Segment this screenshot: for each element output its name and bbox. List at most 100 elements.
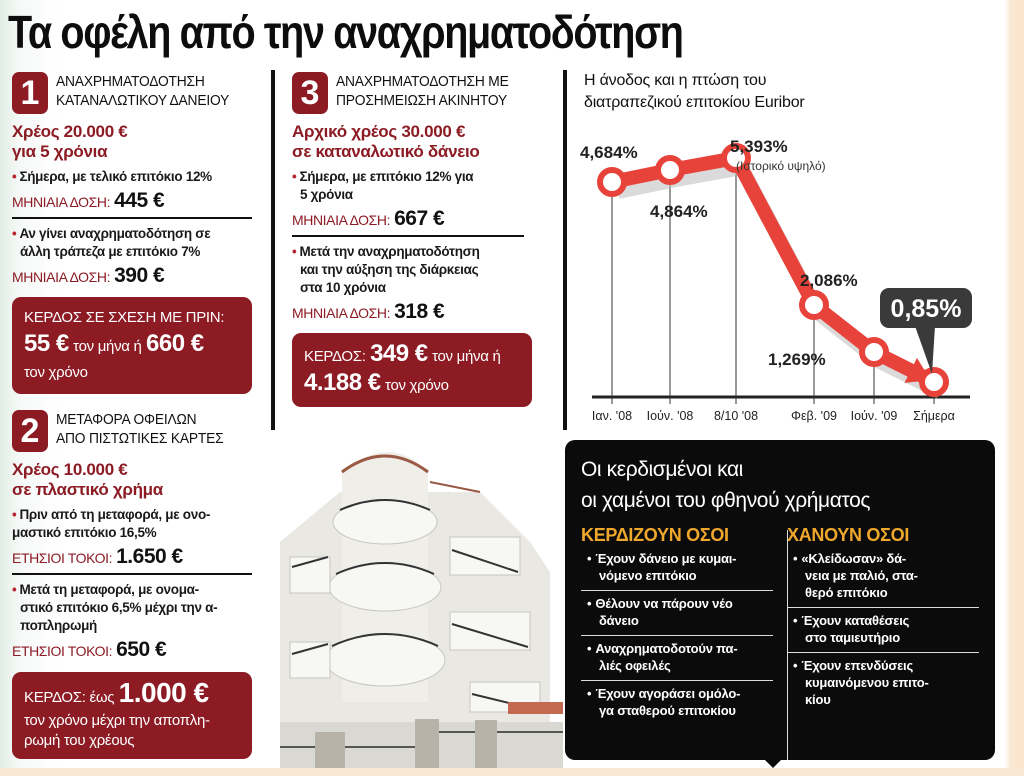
list-item-text: γα σταθερού επιτοκίου — [599, 703, 736, 718]
list-item-text: • Έχουν δάνειο με κυμαι- — [587, 550, 773, 567]
bullet-text: άλλη τράπεζα με επιτόκιο 7% — [20, 244, 201, 259]
gain-box: ΚΕΡΔΟΣ ΣΕ ΣΧΕΣΗ ΜΕ ΠΡΙΝ: 55 € τον μήνα ή… — [12, 297, 252, 394]
rate-value: 650 € — [116, 638, 167, 661]
euribor-line-chart: 4,684% 4,864% 5,393% 2,086% 1,269% Ιαν. '08 Ι… — [580, 137, 972, 423]
x-axis-label: Ιούν. '08 — [647, 409, 694, 423]
debt-amount: Χρέος 10.000 € — [12, 460, 128, 479]
gain-label: ΚΕΡΔΟΣ: — [304, 348, 366, 365]
gain-value: 1.000 € — [118, 677, 209, 708]
winners-losers-box: Οι κερδισμένοι και οι χαμένοι του φθηνού… — [565, 440, 995, 768]
section-title-line1: ΑΝΑΧΡΗΜΑΤΟΔΟΤΗΣΗ — [56, 73, 205, 90]
bullet-icon: • — [292, 244, 297, 259]
list-item-text: • Έχουν καταθέσεις — [793, 612, 979, 629]
list-item-line: «Κλείδωσαν» δά- — [801, 551, 907, 566]
bullet-icon: • — [587, 686, 592, 701]
gain-box: ΚΕΡΔΟΣ: 349 € τον μήνα ή 4.188 € τον χρό… — [292, 333, 532, 407]
data-point-marker — [859, 337, 889, 367]
data-point-label: 4,864% — [650, 202, 708, 221]
section-number-badge: 1 — [12, 72, 48, 114]
bullet-text: στικό επιτόκιο 6,5% μέχρι την α- — [20, 600, 218, 615]
gain-mid-text: τον μήνα ή — [432, 348, 501, 365]
gain-text-line3: ρωμή του χρέους — [24, 732, 135, 749]
column-divider-1 — [271, 70, 275, 430]
bullet-text: ποπληρωμή — [20, 618, 97, 633]
list-item-line: Έχουν επενδύσεις — [801, 658, 914, 673]
list-item: • Έχουν αγοράσει ομόλο-γα σταθερού επιτοκ… — [581, 680, 773, 725]
gain-label: ΚΕΡΔΟΣ ΣΕ ΣΧΕΣΗ ΜΕ ΠΡΙΝ: — [24, 309, 225, 326]
debt-amount: Αρχικό χρέος 30.000 € — [292, 122, 466, 141]
section-title-line2: ΑΠΟ ΠΙΣΤΩΤΙΚΕΣ ΚΑΡΤΕΣ — [56, 430, 224, 447]
data-point-marker — [655, 155, 685, 185]
x-axis-label: 8/10 '08 — [714, 409, 758, 423]
section-number-badge: 2 — [12, 410, 48, 452]
gain-monthly-value: 55 € — [24, 330, 69, 357]
bullet-icon: • — [587, 551, 592, 566]
chart-title: Η άνοδος και η πτώση του διατραπεζικού ε… — [570, 70, 990, 114]
bullet-text: Μετά την αναχρηματοδότηση — [299, 244, 480, 259]
list-item: • Αναχρηματοδοτούν πα-λιές οφειλές — [581, 635, 773, 680]
column-divider-2 — [563, 70, 567, 430]
bullet-icon: • — [12, 582, 17, 597]
list-item-text: νόμενο επιτόκιο — [599, 568, 697, 583]
list-item-line: Έχουν δάνειο με κυμαι- — [595, 551, 737, 566]
rate-label: ΜΗΝΙΑΙΑ ΔΟΣΗ: — [292, 212, 391, 228]
section-1-consumer-loan: 1 ΑΝΑΧΡΗΜΑΤΟΔΟΤΗΣΗ ΚΑΤΑΝΑΛΩΤΙΚΟΥ ΔΑΝΕΙΟΥ… — [12, 72, 252, 394]
bullet-text: Σήμερα, με επιτόκιο 12% για — [299, 169, 474, 184]
building-icon — [280, 432, 563, 776]
list-item-line: Θέλουν να πάρουν νέο — [595, 596, 733, 611]
rate-value: 1.650 € — [116, 545, 183, 568]
rate-label: ΜΗΝΙΑΙΑ ΔΟΣΗ: — [12, 269, 111, 285]
page-title: Τα οφέλη από την αναχρηματοδότηση — [8, 6, 684, 58]
rate-value: 318 € — [394, 300, 445, 323]
winners-column: ΚΕΡΔΙΖΟΥΝ ΟΣΟΙ • Έχουν δάνειο με κυμαι-νό… — [581, 524, 773, 725]
list-item-text: κίου — [805, 692, 831, 707]
bullet-icon: • — [12, 226, 17, 241]
bullet-text: Αν γίνει αναχρηματοδότηση σε — [19, 226, 211, 241]
list-item-text: νεια με παλιό, στα- — [805, 568, 918, 583]
list-item-line: Έχουν αγοράσει ομόλο- — [595, 686, 741, 701]
box-notch — [765, 760, 781, 768]
bullet-icon: • — [12, 169, 17, 184]
divider — [12, 573, 252, 575]
x-axis-label: Φεβ. '09 — [791, 409, 837, 423]
historic-high-note: (Ιστορικό υψηλό) — [736, 159, 826, 173]
bullet-text: Μετά τη μεταφορά, με ονομα- — [19, 582, 199, 597]
list-item-text: • Έχουν επενδύσεις — [793, 657, 979, 674]
list-item: • Έχουν δάνειο με κυμαι-νόμενο επιτόκιο — [581, 546, 773, 590]
data-point-marker — [721, 143, 751, 173]
data-point-marker — [597, 167, 627, 197]
section-3-mortgage-refinancing: 3 ΑΝΑΧΡΗΜΑΤΟΔΟΤΗΣΗ ΜΕ ΠΡΟΣΗΜΕΙΩΣΗ ΑΚΙΝΗΤ… — [292, 72, 532, 407]
list-item-text: δάνειο — [599, 613, 639, 628]
rate-label: ΕΤΗΣΙΟΙ ΤΟΚΟΙ: — [12, 643, 113, 659]
list-item: • Έχουν καταθέσεις στο ταμιευτήριο — [787, 607, 979, 652]
gain-text-line2: τον χρόνο μέχρι την αποπλη- — [24, 712, 210, 729]
list-item-text: θερό επιτόκιο — [805, 585, 888, 600]
bullet-icon: • — [12, 507, 17, 522]
losers-heading: ΧΑΝΟΥΝ ΟΣΟΙ — [787, 525, 910, 545]
apartment-building-photo — [280, 432, 563, 776]
x-axis-label: Σήμερα — [913, 409, 955, 423]
bullet-icon: • — [292, 169, 297, 184]
page-bottom-band — [0, 768, 1024, 776]
data-point-label: 4,684% — [580, 143, 638, 162]
rate-label: ΜΗΝΙΑΙΑ ΔΟΣΗ: — [292, 305, 391, 321]
gain-yearly-value: 4.188 € — [304, 369, 381, 396]
column-divider — [787, 530, 788, 760]
gain-mid-text: τον μήνα ή — [73, 338, 142, 355]
bullet-icon: • — [587, 641, 592, 656]
list-item-text: • Έχουν αγοράσει ομόλο- — [587, 685, 773, 702]
bullet-icon: • — [793, 613, 798, 628]
divider — [12, 217, 252, 219]
gain-label: ΚΕΡΔΟΣ: έως — [24, 689, 115, 706]
gain-yearly-value: 660 € — [146, 330, 204, 357]
list-item: • Έχουν επενδύσεις κυμαινόμενου επιτο-κίου — [787, 652, 979, 714]
list-item-line: Αναχρηματοδοτούν πα- — [595, 641, 738, 656]
list-item-text: κυμαινόμενου επιτο- — [805, 675, 929, 690]
data-point-label: 2,086% — [800, 271, 858, 290]
list-item: • «Κλείδωσαν» δά-νεια με παλιό, στα-θερό … — [787, 546, 979, 607]
debt-duration: για 5 χρόνια — [12, 142, 108, 161]
list-item-text: στο ταμιευτήριο — [805, 630, 900, 645]
rate-value: 390 € — [114, 264, 165, 287]
bullet-text: Πριν από τη μεταφορά, με ονο- — [19, 507, 211, 522]
list-item-text: λιές οφειλές — [599, 658, 671, 673]
